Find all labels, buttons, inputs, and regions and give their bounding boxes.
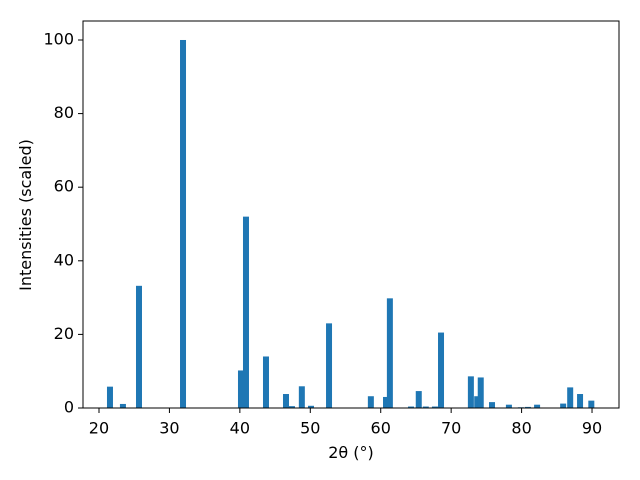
y-tick-label: 60 [54,177,74,196]
bar [326,323,333,408]
bar [386,298,393,408]
bar [242,216,249,408]
bar [298,386,305,408]
bar [415,391,422,408]
x-tick-label: 40 [230,419,250,438]
y-axis-label: Intensities (scaled) [16,139,35,291]
x-tick-label: 30 [159,419,179,438]
x-tick-label: 60 [371,419,391,438]
bar [477,377,484,408]
plot-frame [82,20,620,409]
x-axis-label: 2θ (°) [328,443,374,462]
bar [588,400,595,408]
bar [288,406,295,408]
bar [383,396,390,408]
bar [367,396,374,408]
bar [262,356,269,408]
bar [560,403,567,408]
bar [438,332,445,408]
bar [474,396,481,408]
y-tick-label: 20 [54,324,74,343]
bar [135,285,142,408]
x-tick-label: 90 [582,419,602,438]
x-tick-label: 50 [300,419,320,438]
bar [505,404,512,408]
bar [106,386,113,408]
bar [180,39,187,408]
y-tick-label: 80 [54,103,74,122]
bar [534,404,541,408]
bar [408,406,415,408]
bar [422,406,429,408]
x-tick-label: 70 [441,419,461,438]
x-tick-label: 80 [511,419,531,438]
bar [282,394,289,408]
y-tick-label: 0 [64,398,74,417]
bar [577,394,584,408]
y-tick-label: 40 [54,250,74,269]
x-tick-label: 20 [89,419,109,438]
bar [237,370,244,408]
bar [489,402,496,408]
bar [467,376,474,408]
y-tick-label: 100 [43,29,74,48]
bar [119,403,126,408]
bar [567,387,574,408]
bar [524,406,531,408]
bar [307,405,314,408]
bar [431,406,438,408]
